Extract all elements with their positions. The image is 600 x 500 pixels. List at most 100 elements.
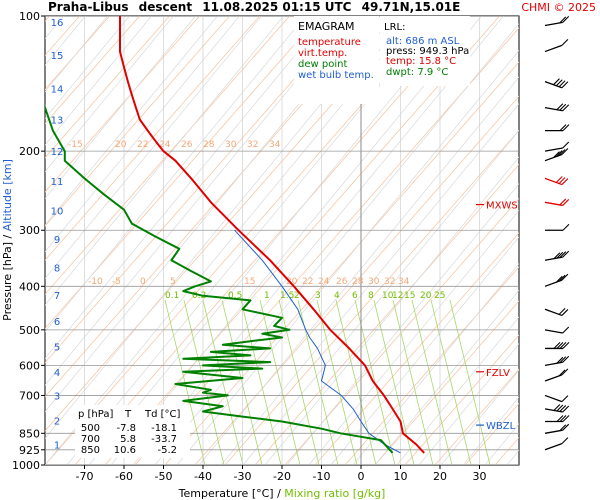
x-axis-label-extra: Mixing ratio [g/kg]: [284, 487, 385, 500]
legend-title: EMAGRAM: [298, 20, 355, 33]
wind-barb-feather: [558, 177, 566, 184]
table-cell: 5.8: [120, 434, 136, 445]
moist-adiabat: [242, 129, 519, 465]
sounding-mode: descent: [139, 0, 193, 14]
moist-adiabat-label: 32: [384, 277, 395, 287]
dry-adiabat: [585, 0, 600, 465]
dry-adiabat-label: 28: [203, 140, 215, 150]
moist-adiabat: [45, 16, 196, 199]
wind-barb-feather: [562, 342, 570, 349]
wind-barb-feather: [559, 415, 567, 422]
wind-barb-feather: [553, 342, 561, 349]
wind-barb-feather: [561, 437, 569, 445]
mixing-ratio-line: [240, 299, 282, 465]
altitude-tick-label: 5: [54, 343, 60, 354]
mixing-ratio-line: [411, 299, 453, 465]
y-tick-label: 1000: [12, 459, 40, 472]
dry-adiabat: [164, 61, 519, 465]
mixing-ratio-label: 10: [382, 291, 394, 301]
moist-adiabat: [529, 0, 600, 465]
dry-adiabat: [104, 16, 501, 465]
moist-adiabat: [330, 236, 519, 465]
lrl-press: press: 949.3 hPa: [386, 46, 469, 57]
moist-adiabat: [352, 263, 519, 465]
isobars: [45, 16, 519, 465]
wind-barb-feather: [558, 149, 566, 156]
dry-adiabat-label: 32: [247, 140, 258, 150]
altitude-tick-label: 14: [51, 84, 64, 95]
wind-barb-feather: [559, 16, 567, 24]
mixing-ratio-label: 6: [352, 291, 358, 301]
mixing-ratio-label: 4: [334, 291, 340, 301]
moist-adiabat-label: 5: [170, 277, 176, 287]
wind-barb-feather: [553, 151, 560, 158]
wind-barb-feather: [562, 405, 570, 413]
altitude-tick-label: 7: [54, 291, 60, 302]
y-tick-label: 850: [19, 427, 40, 440]
moist-adiabat-label: 30: [368, 277, 380, 287]
dry-adiabat: [314, 232, 519, 465]
chart-title: Praha-Libus descent 11.08.2025 01:15 UTC…: [48, 0, 460, 14]
wind-barb-feather: [562, 124, 570, 132]
y-axis-title: Pressure [hPa] / Altitude [km]: [1, 159, 14, 321]
x-tick-label: -10: [313, 470, 331, 483]
mixing-ratio-line: [183, 299, 225, 465]
wind-barb-feather: [559, 405, 567, 412]
marker-mxws: MXWS: [486, 201, 518, 212]
wind-barb-feather: [559, 356, 567, 364]
wind-barb-feather: [559, 251, 567, 259]
altitude-tick-label: 12: [51, 147, 64, 158]
mixing-ratio-line: [202, 299, 244, 465]
x-tick-label: -30: [234, 470, 252, 483]
dry-adiabat: [45, 16, 411, 432]
moist-adiabat: [45, 16, 240, 253]
mixing-ratio-line: [449, 299, 491, 465]
marker-fzlv: FZLV: [486, 368, 510, 379]
altitude-tick-label: 4: [54, 368, 60, 379]
dry-adiabat: [45, 16, 261, 261]
y-tick-label: 100: [19, 10, 40, 23]
table-cell: -18.1: [151, 423, 177, 434]
dry-adiabat: [374, 300, 519, 465]
mixing-ratio-line: [259, 299, 301, 465]
y-tick-label: 600: [19, 359, 40, 372]
dry-adiabat-label: 26: [181, 140, 193, 150]
level-markers: MXWS FZLV WBZL: [476, 201, 518, 432]
dry-adiabat-label: 34: [269, 140, 281, 150]
wind-barb-feather: [562, 15, 570, 23]
dry-adiabat: [194, 95, 519, 465]
mixing-ratio-line: [316, 299, 358, 465]
table-cell: -7.8: [116, 423, 136, 434]
wind-barb-feather: [561, 178, 569, 185]
table-cell: 700: [81, 434, 100, 445]
wind-barb-feather: [555, 150, 563, 157]
table-cell: 10.6: [114, 445, 136, 456]
mixing-ratio-label: 0.1: [165, 291, 179, 301]
table-header-td: Td [°C]: [144, 409, 181, 420]
moist-adiabat: [551, 0, 600, 465]
moist-adiabat: [396, 316, 519, 465]
wind-barb-feather: [559, 103, 567, 111]
moist-adiabat: [45, 16, 262, 279]
wind-barb-feather: [562, 250, 570, 258]
x-tick-label: -60: [115, 470, 133, 483]
x-tick-label: 20: [433, 470, 447, 483]
wind-barb-feather: [556, 404, 564, 412]
mixing-ratio-label: 3: [315, 291, 321, 301]
wind-barb-feather: [556, 342, 564, 349]
table-cell: -33.7: [151, 434, 177, 445]
y-tick-label: 200: [19, 145, 40, 158]
wind-barb-feather: [555, 275, 563, 283]
dry-adiabat: [74, 16, 471, 465]
series-dew-point: [45, 104, 394, 454]
mixing-ratio-line: [278, 299, 320, 465]
moist-adiabat-label: -5: [112, 277, 121, 287]
dry-adiabat: [254, 163, 519, 465]
dry-adiabat: [45, 16, 441, 465]
dry-adiabat: [45, 16, 351, 364]
dry-adiabat: [404, 334, 519, 465]
dry-adiabat-label: 24: [159, 140, 171, 150]
wind-barb-feather: [562, 423, 570, 431]
moist-adiabat-label: -10: [88, 277, 103, 287]
wind-barb-feather: [562, 326, 570, 334]
